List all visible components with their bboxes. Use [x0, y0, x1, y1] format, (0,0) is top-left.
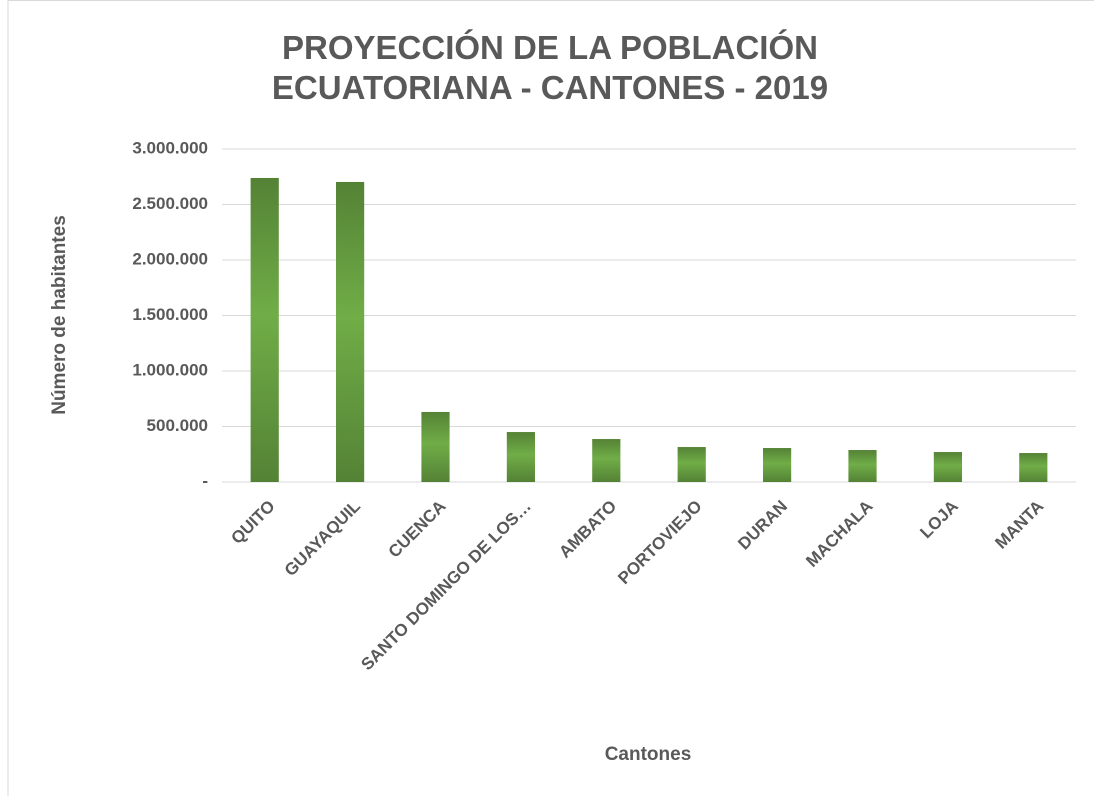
bar [933, 452, 962, 482]
y-tick-label: 1.000.000 [132, 360, 208, 379]
x-tick-label: MACHALA [802, 497, 876, 571]
x-tick-label: DURAN [734, 497, 791, 554]
x-tick-label: MANTA [991, 497, 1047, 553]
x-tick-label: GUAYAQUIL [281, 497, 364, 580]
y-tick-label: 500.000 [147, 416, 208, 435]
x-tick-label: CUENCA [385, 497, 450, 562]
y-tick-label: 1.500.000 [132, 305, 208, 324]
y-tick-label: 2.000.000 [132, 249, 208, 268]
bar [336, 181, 365, 483]
bar [848, 450, 877, 482]
chart-border [7, 0, 1094, 796]
bar [506, 432, 535, 482]
y-tick-label: 3.000.000 [132, 138, 208, 157]
bar [592, 439, 621, 482]
y-tick-label: 2.500.000 [132, 194, 208, 213]
bar [763, 448, 792, 482]
bar [677, 447, 706, 482]
bar [250, 177, 279, 482]
x-tick-label: LOJA [916, 497, 961, 542]
x-tick-label: SANTO DOMINGO DE LOS… [357, 497, 535, 675]
bar [1019, 453, 1048, 482]
x-tick-label: AMBATO [555, 497, 620, 562]
chart-title: PROYECCIÓN DE LA POBLACIÓN ECUATORIANA -… [271, 29, 829, 106]
y-tick-label: - [202, 471, 208, 490]
bar [421, 411, 450, 482]
x-tick-label: PORTOVIEJO [614, 497, 705, 588]
x-tick-label: QUITO [227, 497, 278, 548]
y-axis-title: Número de habitantes [49, 215, 70, 415]
x-axis-title: Cantones [605, 744, 692, 765]
